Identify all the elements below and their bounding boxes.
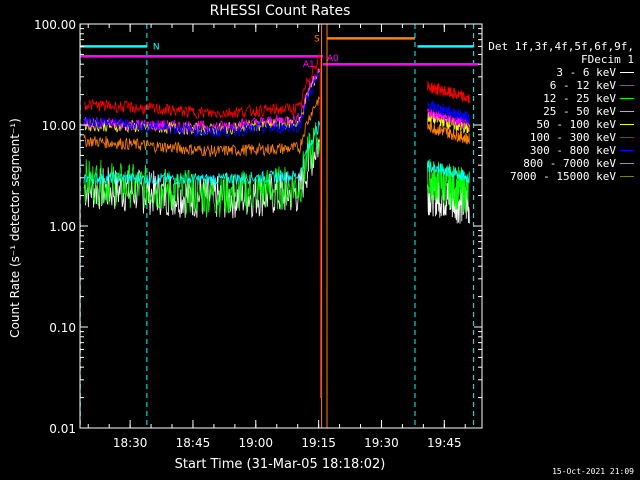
legend-swatch — [620, 85, 634, 86]
legend-entry-label: 800 - 7000 keV — [523, 157, 616, 170]
series-line-post — [427, 80, 470, 104]
legend-swatch — [620, 163, 634, 164]
legend-swatch — [620, 111, 634, 112]
series-line — [83, 122, 322, 398]
legend-header-line-1: Det 1f,3f,4f,5f,6f,9f, — [488, 40, 634, 53]
legend-swatch — [620, 124, 634, 125]
x-tick-label: 19:15 — [301, 436, 336, 450]
legend-entry-label: 6 - 12 keV — [549, 79, 616, 92]
series-line — [83, 67, 322, 398]
series-line-post — [427, 100, 470, 124]
flag-markers: N S A1 A0 — [79, 24, 479, 428]
legend: Det 1f,3f,4f,5f,6f,9f, FDecim 1 3 - 6 ke… — [464, 40, 634, 183]
legend-entry: 3 - 6 keV — [464, 66, 634, 79]
x-tick-label: 18:30 — [113, 436, 148, 450]
flag-label: S — [314, 34, 320, 44]
legend-entry-label: 3 - 6 keV — [556, 66, 616, 79]
legend-swatch — [620, 137, 634, 138]
legend-swatch — [620, 72, 634, 73]
chart-title: RHESSI Count Rates — [210, 3, 351, 19]
flag-label: A1 — [303, 60, 315, 70]
y-axis-label: Count Rate (s⁻¹ detector segment⁻¹) — [8, 118, 22, 338]
flag-label: A0 — [327, 54, 339, 64]
legend-entry: 7000 - 15000 keV — [464, 170, 634, 183]
legend-entry-label: 25 - 50 keV — [543, 105, 616, 118]
plot-frame — [79, 23, 483, 429]
series-line-post — [427, 159, 470, 213]
y-tick-label: 0.10 — [49, 321, 76, 335]
legend-entry-label: 50 - 100 keV — [536, 118, 616, 131]
footer-date: 15-Oct-2021 21:09 — [552, 467, 634, 476]
x-axis-label: Start Time (31-Mar-05 18:18:02) — [175, 457, 386, 472]
data-series — [83, 52, 470, 398]
legend-swatch — [620, 98, 634, 99]
y-tick-label: 1.00 — [49, 220, 76, 234]
legend-swatch — [620, 176, 634, 177]
series-line-post — [427, 120, 470, 145]
y-tick-label: 10.00 — [42, 119, 76, 133]
legend-entry: 300 - 800 keV — [464, 144, 634, 157]
legend-swatch — [620, 150, 634, 151]
legend-entry: 6 - 12 keV — [464, 79, 634, 92]
legend-entry: 12 - 25 keV — [464, 92, 634, 105]
legend-entry-label: 300 - 800 keV — [529, 144, 616, 157]
x-tick-label: 19:00 — [238, 436, 273, 450]
series-line — [83, 52, 322, 398]
series-line — [83, 96, 322, 398]
series-line-post — [427, 112, 470, 134]
legend-entry: 800 - 7000 keV — [464, 157, 634, 170]
plot-border — [79, 23, 483, 429]
axis-ticks: 0.01 0.10 1.00 10.00 100.00 18:30 18:45 19:00 19… — [34, 18, 482, 450]
x-tick-label: 19:30 — [364, 436, 399, 450]
legend-entry: 50 - 100 keV — [464, 118, 634, 131]
y-tick-label: 100.00 — [34, 18, 76, 32]
series-line-post — [427, 160, 470, 183]
series-line — [83, 120, 322, 398]
series-line — [83, 72, 322, 398]
legend-entry-label: 7000 - 15000 keV — [510, 170, 616, 183]
x-tick-label: 18:45 — [176, 436, 211, 450]
legend-entry: 25 - 50 keV — [464, 105, 634, 118]
legend-header-line-2: FDecim 1 — [581, 53, 634, 66]
x-tick-label: 19:45 — [427, 436, 462, 450]
legend-entry-label: 12 - 25 keV — [543, 92, 616, 105]
legend-entry: 100 - 300 keV — [464, 131, 634, 144]
legend-entry-label: 100 - 300 keV — [529, 131, 616, 144]
y-tick-label: 0.01 — [49, 422, 76, 436]
flag-label: N — [153, 42, 160, 52]
